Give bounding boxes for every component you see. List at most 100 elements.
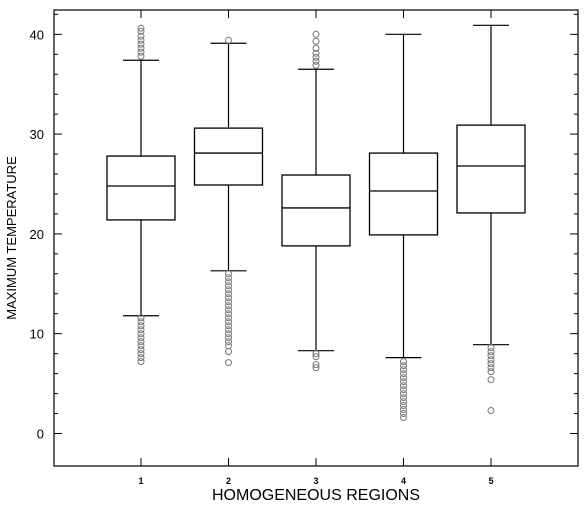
outlier-point bbox=[225, 334, 232, 342]
box-region-5 bbox=[456, 24, 526, 415]
outlier-point bbox=[400, 390, 407, 398]
y-axis: 0 10 20 30 40 bbox=[30, 13, 578, 442]
outlier-point bbox=[137, 346, 145, 354]
outlier-point bbox=[487, 368, 495, 376]
outlier-point bbox=[312, 44, 320, 52]
x-tick-label: 5 bbox=[488, 476, 493, 486]
outlier-point bbox=[312, 364, 320, 372]
y-tick-label: 40 bbox=[30, 27, 44, 42]
outlier-point bbox=[312, 57, 320, 65]
outlier-point bbox=[312, 49, 320, 57]
outlier-point bbox=[137, 318, 145, 326]
outlier-point bbox=[225, 282, 232, 290]
outlier-point bbox=[137, 36, 145, 44]
y-axis-title: MAXIMUM TEMPERATURE bbox=[4, 156, 19, 320]
outlier-point bbox=[225, 306, 232, 314]
outlier-point bbox=[487, 344, 495, 352]
outlier-point bbox=[312, 61, 320, 69]
outlier-point bbox=[137, 24, 145, 32]
outlier-point bbox=[225, 298, 232, 306]
iqr-box bbox=[368, 152, 439, 236]
outlier-point bbox=[137, 330, 145, 338]
x-tick-label: 4 bbox=[401, 476, 406, 486]
outlier-point bbox=[487, 376, 495, 384]
outlier-point bbox=[400, 358, 407, 366]
outlier-point bbox=[137, 44, 145, 52]
outlier-point bbox=[225, 270, 232, 278]
outlier-point bbox=[400, 378, 407, 386]
outlier-point bbox=[225, 36, 232, 44]
outlier-point bbox=[225, 338, 232, 346]
outlier-point bbox=[487, 360, 495, 368]
y-tick-label: 10 bbox=[30, 327, 44, 342]
x-axis-title: HOMOGENEOUS REGIONS bbox=[212, 487, 420, 504]
outlier-point bbox=[400, 370, 407, 378]
iqr-box bbox=[106, 155, 176, 221]
outlier-point bbox=[400, 406, 407, 414]
y-tick-label: 20 bbox=[30, 227, 44, 242]
outlier-point bbox=[225, 286, 232, 294]
outlier-point bbox=[312, 37, 320, 45]
outlier-point bbox=[225, 294, 232, 302]
iqr-box bbox=[281, 174, 351, 247]
outlier-point bbox=[487, 348, 495, 356]
outlier-point bbox=[137, 40, 145, 48]
outlier-point bbox=[225, 290, 232, 298]
outlier-point bbox=[137, 32, 145, 40]
outlier-point bbox=[400, 402, 407, 410]
outlier-point bbox=[400, 362, 407, 370]
x-tick-label: 3 bbox=[313, 476, 318, 486]
box-region-3 bbox=[281, 30, 351, 372]
x-axis: 1 2 3 4 5 bbox=[138, 10, 494, 486]
outlier-point bbox=[400, 374, 407, 382]
outlier-point bbox=[225, 348, 232, 356]
iqr-box bbox=[193, 127, 264, 186]
x-tick-label: 1 bbox=[138, 476, 143, 486]
outlier-point bbox=[225, 314, 232, 322]
outlier-point bbox=[137, 354, 145, 362]
outlier-point bbox=[400, 386, 407, 394]
outlier-point bbox=[400, 366, 407, 374]
box-region-1 bbox=[106, 24, 176, 366]
outlier-point bbox=[400, 414, 407, 422]
outlier-point bbox=[487, 352, 495, 360]
outlier-point bbox=[400, 410, 407, 418]
outlier-point bbox=[225, 330, 232, 338]
outlier-point bbox=[312, 53, 320, 61]
outlier-point bbox=[225, 310, 232, 318]
box-region-2 bbox=[193, 36, 264, 367]
outlier-point bbox=[137, 48, 145, 56]
y-tick-label: 0 bbox=[37, 427, 44, 442]
outlier-point bbox=[137, 314, 145, 322]
outlier-point bbox=[400, 394, 407, 402]
outlier-point bbox=[137, 334, 145, 342]
iqr-box bbox=[456, 124, 526, 214]
outlier-point bbox=[137, 322, 145, 330]
outlier-point bbox=[137, 52, 145, 60]
outlier-point bbox=[225, 359, 232, 367]
outlier-point bbox=[400, 398, 407, 406]
outlier-point bbox=[225, 278, 232, 286]
outlier-point bbox=[225, 302, 232, 310]
outlier-point bbox=[487, 364, 495, 372]
outlier-point bbox=[137, 338, 145, 346]
outlier-point bbox=[312, 350, 320, 358]
outlier-point bbox=[137, 358, 145, 366]
outlier-point bbox=[400, 382, 407, 390]
outlier-point bbox=[137, 350, 145, 358]
outlier-point bbox=[312, 353, 320, 361]
outlier-point bbox=[225, 322, 232, 330]
box-region-4 bbox=[368, 33, 439, 422]
outlier-point bbox=[312, 361, 320, 369]
outlier-point bbox=[137, 342, 145, 350]
outlier-point bbox=[312, 30, 320, 38]
box-series bbox=[106, 24, 526, 422]
outlier-point bbox=[225, 342, 232, 350]
outlier-point bbox=[225, 274, 232, 282]
outlier-point bbox=[225, 326, 232, 334]
outlier-point bbox=[487, 407, 495, 415]
y-tick-label: 30 bbox=[30, 127, 44, 142]
outlier-point bbox=[487, 356, 495, 364]
outlier-point bbox=[137, 326, 145, 334]
